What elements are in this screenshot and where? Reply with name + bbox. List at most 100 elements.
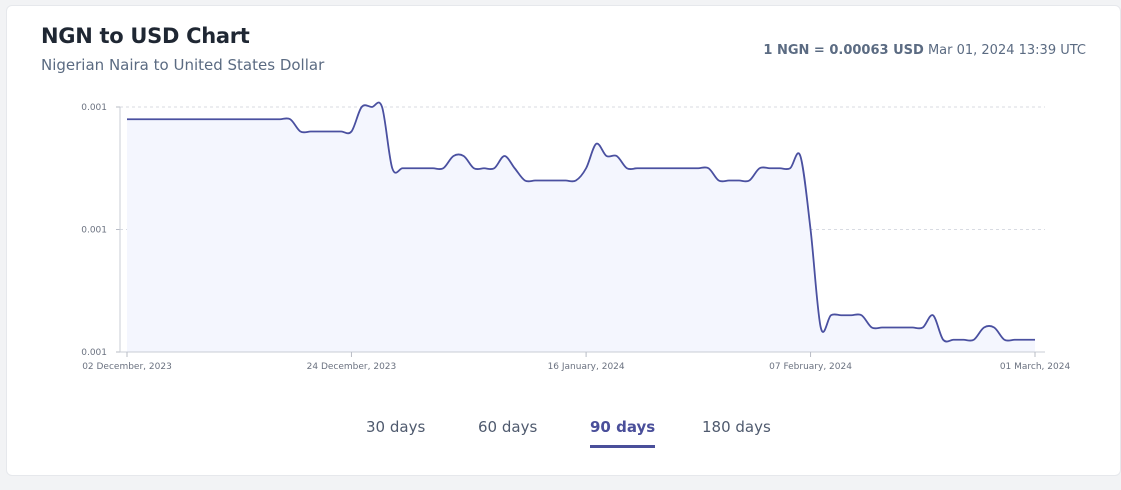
rate-line-chart: 0.001 0.001 0.001 02 December, 2023 24 Decem… <box>81 101 1070 372</box>
data-point <box>860 314 863 317</box>
data-point <box>176 118 179 121</box>
data-point <box>370 105 373 108</box>
data-point <box>952 338 955 341</box>
data-point <box>666 167 669 170</box>
data-point <box>523 179 526 182</box>
data-point <box>207 118 210 121</box>
data-point <box>472 167 475 170</box>
x-tick-label: 16 January, 2024 <box>548 362 625 372</box>
series-area <box>127 102 1035 353</box>
data-point <box>136 118 139 121</box>
data-point <box>493 167 496 170</box>
data-point <box>574 179 577 182</box>
chart-axes: 0.001 0.001 0.001 02 December, 2023 24 Decem… <box>81 103 1070 372</box>
x-tick-label: 24 December, 2023 <box>307 362 397 372</box>
data-point <box>533 179 536 182</box>
data-point <box>146 118 149 121</box>
data-point <box>931 314 934 317</box>
data-point <box>707 167 710 170</box>
data-point <box>289 118 292 121</box>
data-point <box>789 167 792 170</box>
tab-180-days[interactable]: 180 days <box>702 418 771 436</box>
y-tick-label: 0.001 <box>81 226 107 236</box>
data-point <box>564 179 567 182</box>
data-point <box>962 338 965 341</box>
data-point <box>921 326 924 329</box>
data-point <box>972 338 975 341</box>
tab-30-days[interactable]: 30 days <box>366 418 426 436</box>
x-tick-label: 01 March, 2024 <box>1000 362 1071 372</box>
data-point <box>197 118 200 121</box>
data-point <box>278 118 281 121</box>
data-point <box>1003 338 1006 341</box>
chart-series <box>125 101 1036 353</box>
data-point <box>401 167 404 170</box>
data-point <box>829 314 832 317</box>
data-point <box>819 326 822 329</box>
data-point <box>319 130 322 133</box>
data-point <box>982 326 985 329</box>
data-point <box>156 118 159 121</box>
data-point <box>993 326 996 329</box>
data-point <box>656 167 659 170</box>
current-rate: 1 NGN = 0.00063 USD Mar 01, 2024 13:39 U… <box>763 43 1086 58</box>
data-point <box>340 130 343 133</box>
data-point <box>411 167 414 170</box>
chart-title: NGN to USD Chart <box>41 24 250 48</box>
data-point <box>717 179 720 182</box>
data-point <box>911 326 914 329</box>
rate-timestamp: Mar 01, 2024 13:39 UTC <box>927 43 1086 58</box>
data-point <box>687 167 690 170</box>
data-point <box>809 228 812 231</box>
data-point <box>360 105 363 108</box>
x-tick-label: 02 December, 2023 <box>82 362 172 372</box>
data-point <box>248 118 251 121</box>
data-point <box>482 167 485 170</box>
data-point <box>727 179 730 182</box>
data-point <box>421 167 424 170</box>
data-point <box>380 105 383 108</box>
data-point <box>605 154 608 157</box>
data-point <box>778 167 781 170</box>
data-point <box>840 314 843 317</box>
data-point <box>850 314 853 317</box>
data-point <box>166 118 169 121</box>
data-point <box>125 118 128 121</box>
data-point <box>1033 338 1036 341</box>
data-point <box>1023 338 1026 341</box>
data-point <box>1013 338 1016 341</box>
data-point <box>309 130 312 133</box>
data-point <box>891 326 894 329</box>
data-point <box>738 179 741 182</box>
data-point <box>299 130 302 133</box>
data-point <box>615 154 618 157</box>
data-point <box>799 154 802 157</box>
data-point <box>544 179 547 182</box>
tab-90-days[interactable]: 90 days <box>590 418 656 448</box>
data-point <box>595 142 598 145</box>
data-point <box>636 167 639 170</box>
data-point <box>768 167 771 170</box>
data-point <box>391 167 394 170</box>
data-point <box>942 338 945 341</box>
series-line <box>127 101 1035 343</box>
data-point <box>217 118 220 121</box>
data-point <box>901 326 904 329</box>
data-point <box>870 326 873 329</box>
data-point <box>329 130 332 133</box>
data-point <box>350 130 353 133</box>
y-tick-label: 0.001 <box>81 103 107 113</box>
tab-60-days[interactable]: 60 days <box>478 418 538 436</box>
data-point <box>646 167 649 170</box>
data-point <box>748 179 751 182</box>
data-point <box>880 326 883 329</box>
x-tick-label: 07 February, 2024 <box>769 362 852 372</box>
period-tabs: 30 days 60 days 90 days 180 days <box>0 418 1121 458</box>
data-point <box>462 154 465 157</box>
data-point <box>503 154 506 157</box>
data-point <box>758 167 761 170</box>
data-point <box>625 167 628 170</box>
data-point <box>187 118 190 121</box>
data-point <box>258 118 261 121</box>
data-point <box>431 167 434 170</box>
